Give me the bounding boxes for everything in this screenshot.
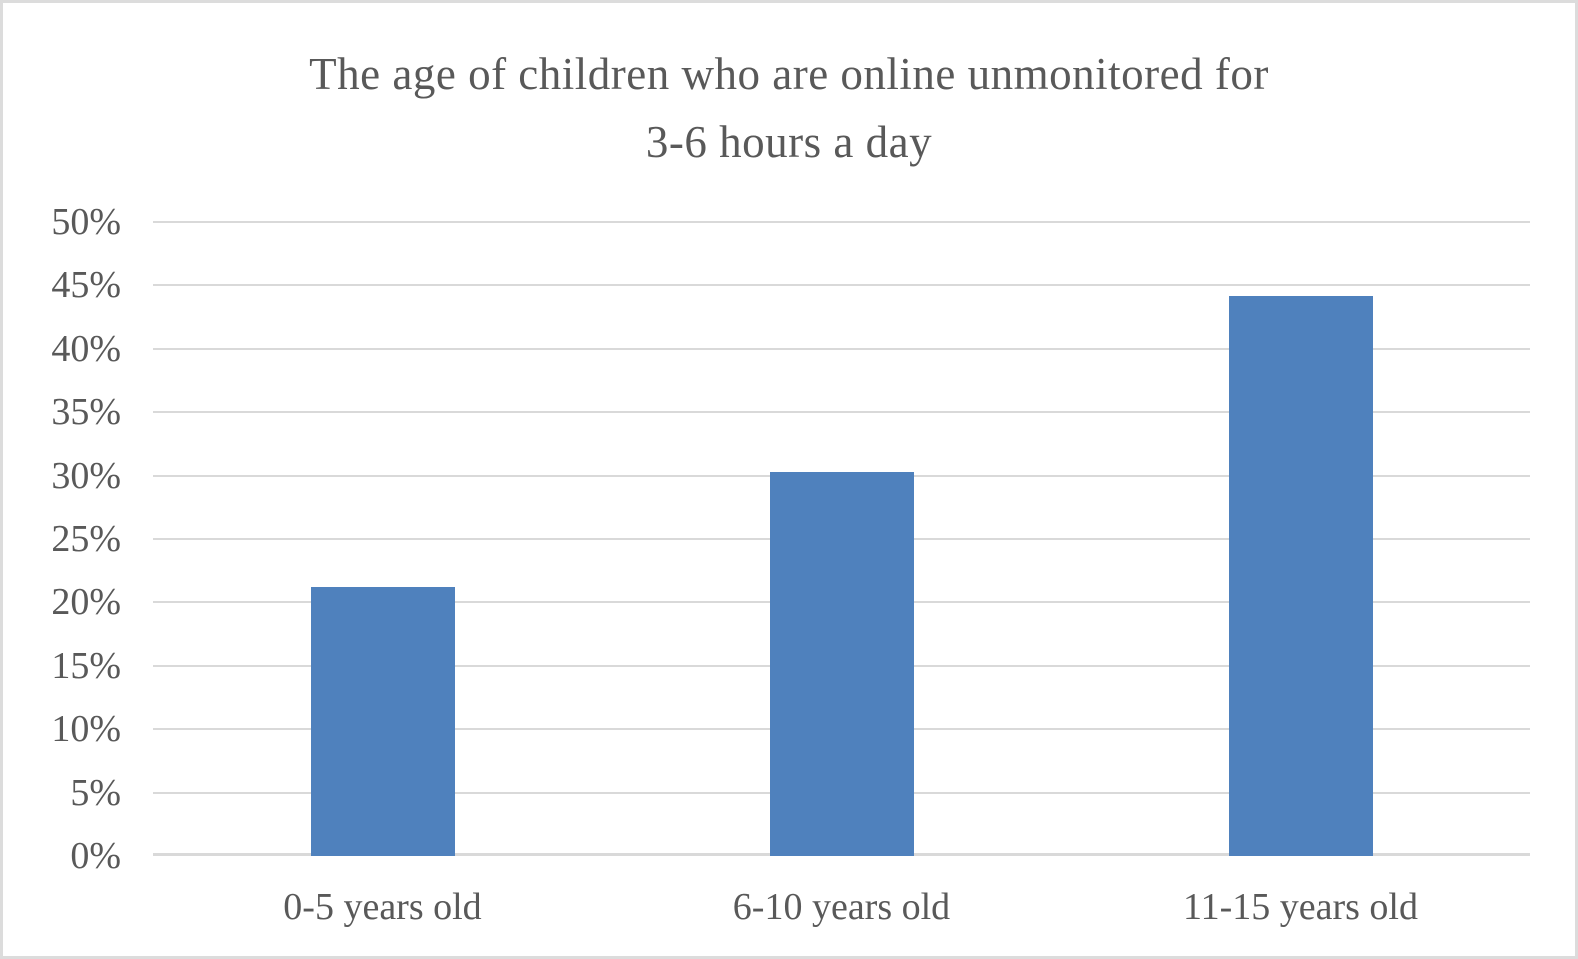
chart-title: The age of children who are online unmon… bbox=[3, 41, 1575, 176]
y-tick-label: 5% bbox=[70, 771, 121, 814]
y-tick-label: 45% bbox=[51, 264, 121, 307]
x-category-label: 11-15 years old bbox=[1183, 886, 1418, 928]
y-tick-label: 25% bbox=[51, 518, 121, 560]
y-tick-label: 40% bbox=[51, 327, 121, 370]
bar-6-10-years-old bbox=[769, 471, 914, 856]
y-tick-label: 35% bbox=[51, 391, 121, 434]
gridline bbox=[153, 284, 1530, 287]
y-tick-label: 20% bbox=[51, 581, 121, 624]
y-tick-label: 30% bbox=[51, 454, 121, 497]
gridline bbox=[153, 221, 1530, 223]
x-category-label: 6-10 years old bbox=[732, 886, 951, 928]
y-tick-label: 50% bbox=[51, 201, 121, 243]
chart-title-line-2: 3-6 hours a day bbox=[645, 116, 933, 167]
y-axis-labels: 0% 5% 10% 15% 20% 25% 30% 35% 40% 45% 50% bbox=[3, 203, 121, 875]
chart-title-line-1: The age of children who are online unmon… bbox=[309, 49, 1269, 99]
bar-0-5-years-old bbox=[310, 587, 455, 856]
x-category-label: 0-5 years old bbox=[283, 886, 482, 928]
x-axis-labels: 0-5 years old 6-10 years old 11-15 years o… bbox=[153, 877, 1530, 937]
plot-area bbox=[153, 221, 1530, 856]
y-tick-label: 0% bbox=[70, 835, 121, 877]
gridline bbox=[153, 411, 1530, 414]
bar-11-15-years-old bbox=[1228, 295, 1373, 856]
bar-slot bbox=[1071, 222, 1530, 856]
gridline bbox=[153, 347, 1530, 350]
bars-row bbox=[153, 222, 1530, 856]
y-tick-label: 10% bbox=[51, 708, 121, 751]
y-tick-label: 15% bbox=[51, 644, 121, 687]
bar-slot bbox=[153, 222, 612, 856]
bar-slot bbox=[612, 222, 1071, 856]
